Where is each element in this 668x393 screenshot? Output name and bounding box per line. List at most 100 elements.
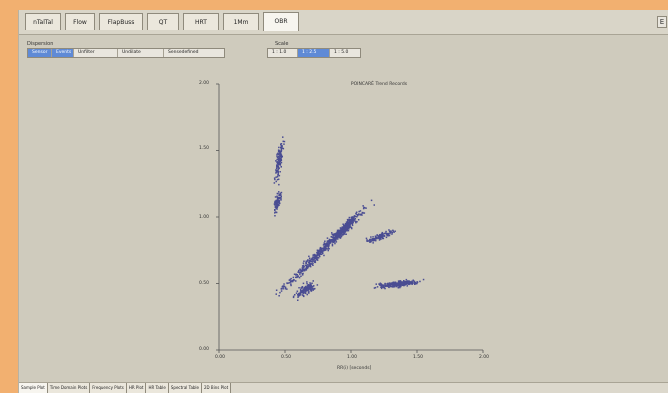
data-point <box>277 152 279 155</box>
data-point <box>392 230 394 232</box>
bottom-tab-time-domain[interactable]: Time Domain Plots <box>47 383 91 393</box>
data-point <box>373 238 375 240</box>
data-point <box>275 160 277 162</box>
tab-obr[interactable]: OBR <box>263 12 299 31</box>
data-point <box>306 264 309 266</box>
data-point <box>299 268 301 270</box>
data-point <box>283 143 285 145</box>
data-point <box>390 284 392 286</box>
data-point <box>347 226 350 228</box>
data-point <box>310 261 313 263</box>
bottom-tab-spectral-table[interactable]: Spectral Table <box>168 383 203 393</box>
data-point <box>406 285 408 287</box>
data-point <box>339 232 342 234</box>
bottom-tab-frequency[interactable]: Frequency Plots <box>90 383 127 393</box>
data-point <box>393 281 395 283</box>
tab-flow[interactable]: Flow <box>65 13 95 30</box>
data-point <box>350 220 353 222</box>
data-point <box>293 279 295 281</box>
data-point <box>394 284 397 287</box>
data-point <box>379 284 381 286</box>
data-point <box>280 159 282 161</box>
dispersion-option-sensor[interactable]: Sensor <box>28 49 52 57</box>
data-point <box>333 237 336 239</box>
data-point <box>329 240 332 243</box>
data-point <box>343 231 345 233</box>
data-point <box>350 217 353 219</box>
data-point <box>384 232 387 234</box>
data-point <box>333 238 335 240</box>
bottom-tab-hr-table[interactable]: HR Table <box>146 383 169 393</box>
data-point <box>278 160 280 163</box>
data-point <box>279 196 281 199</box>
data-point <box>281 145 283 147</box>
data-point <box>274 215 276 217</box>
data-point <box>303 268 306 270</box>
data-point <box>376 286 379 288</box>
tab-qt[interactable]: QT <box>147 13 179 30</box>
tab-ntaltal[interactable]: nTalTal <box>25 13 61 30</box>
data-point <box>279 158 281 160</box>
x-tick-label: 1.00 <box>347 355 358 360</box>
data-point <box>385 230 387 233</box>
data-point <box>302 288 304 290</box>
tab-hrt[interactable]: HRT <box>183 13 219 30</box>
data-point <box>349 220 351 223</box>
data-point <box>310 286 312 289</box>
data-point <box>308 255 310 258</box>
bottom-tab-hr-plot[interactable]: HR Plot <box>126 383 147 393</box>
application-window: nTalTal Flow FlapBuss QT HRT 1Mm OBR E D… <box>18 10 668 393</box>
data-point <box>278 163 281 165</box>
data-point <box>280 195 282 198</box>
data-point <box>422 278 425 281</box>
dispersion-option-events[interactable]: Events <box>52 49 74 57</box>
data-point <box>327 241 329 243</box>
data-point <box>346 218 349 221</box>
dispersion-option-sensedefined[interactable]: Sensedefined <box>168 50 199 55</box>
data-point <box>305 262 307 264</box>
data-point <box>304 291 306 294</box>
data-point <box>383 234 386 237</box>
x-tick-label: 0.00 <box>215 355 226 360</box>
data-point <box>385 232 388 235</box>
tab-1mm[interactable]: 1Mm <box>223 13 259 30</box>
data-point <box>372 239 375 242</box>
data-point <box>297 299 299 301</box>
data-point <box>344 227 346 230</box>
data-point <box>276 199 279 202</box>
data-point <box>370 238 372 240</box>
scale-option-2-5[interactable]: 1 : 2.5 <box>298 49 330 57</box>
data-point <box>344 229 346 232</box>
bottom-tab-2d-bins[interactable]: 2D Bins Plot <box>202 383 232 393</box>
data-point <box>379 234 381 236</box>
data-point <box>357 214 359 216</box>
data-point <box>306 281 308 283</box>
data-point <box>283 140 286 143</box>
data-point <box>387 233 390 235</box>
data-point <box>276 166 278 168</box>
scale-option-1-0[interactable]: 1 : 1.0 <box>268 49 298 57</box>
data-point <box>351 222 354 224</box>
data-point <box>279 151 282 153</box>
data-point <box>370 239 372 241</box>
bottom-tab-sample-plot[interactable]: Sample Plot <box>19 383 48 393</box>
tab-flapbuss[interactable]: FlapBuss <box>99 13 143 30</box>
data-point <box>306 265 308 268</box>
data-point <box>340 230 342 233</box>
dispersion-option-undilate[interactable]: Undilate <box>118 49 164 57</box>
data-point <box>331 239 334 241</box>
data-point <box>279 202 281 205</box>
data-point <box>290 280 293 283</box>
scale-option-5-0[interactable]: 1 : 5.0 <box>334 50 349 55</box>
data-point <box>389 231 391 233</box>
dispersion-option-unfilter[interactable]: Unfilter <box>74 49 118 57</box>
data-point <box>294 294 296 296</box>
corner-button[interactable]: E <box>657 16 667 28</box>
data-point <box>274 204 276 206</box>
data-point <box>320 250 322 252</box>
data-point <box>281 147 284 149</box>
data-point <box>346 229 348 232</box>
data-point <box>380 285 383 287</box>
data-point <box>397 287 400 289</box>
data-point <box>279 164 281 166</box>
